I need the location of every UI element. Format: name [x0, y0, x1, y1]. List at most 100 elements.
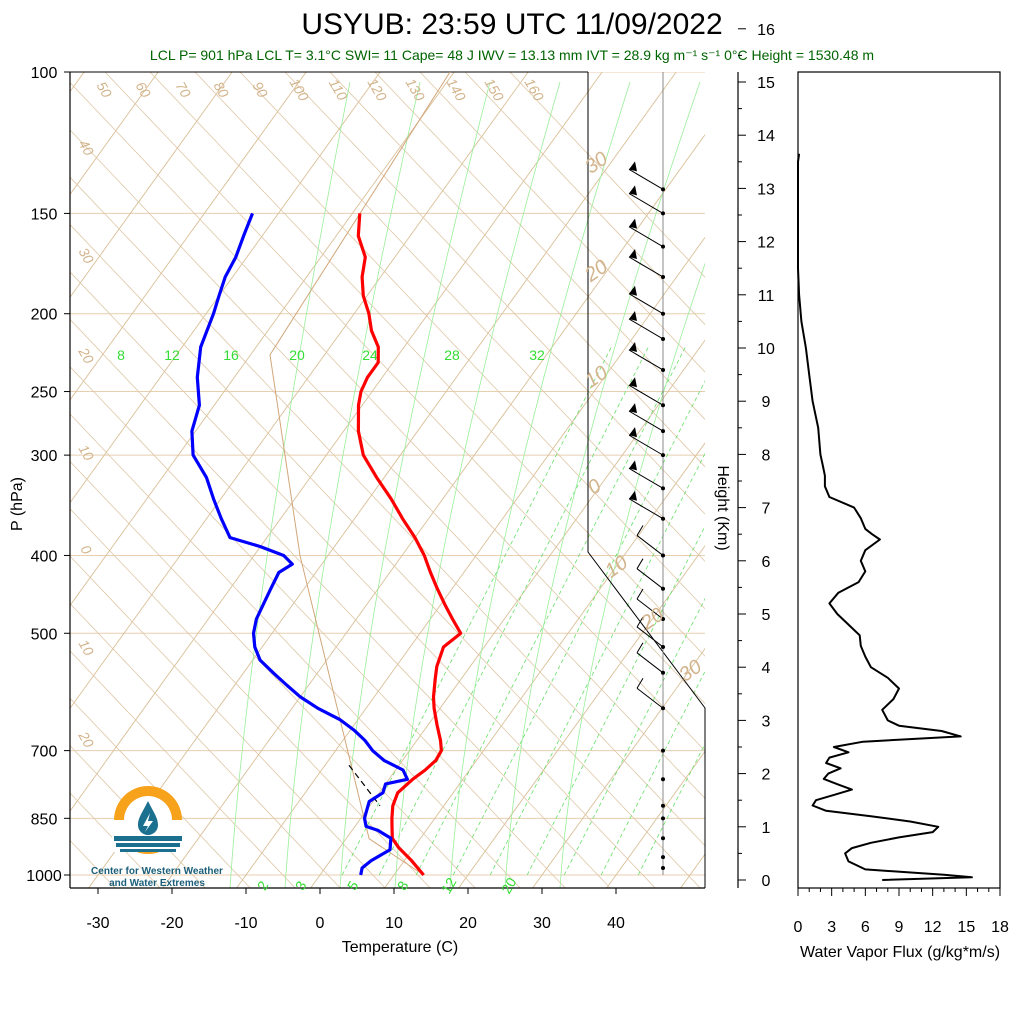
height-tick-label: 11 [758, 288, 775, 305]
dry-adiabat-label: 10 [581, 362, 612, 393]
mixing-ratio-line [415, 346, 686, 876]
dry-adiabat-line [419, 72, 705, 373]
dry-adiabat-line [284, 72, 705, 515]
y-tick-label: 1000 [26, 868, 62, 885]
height-tick-label: 13 [757, 181, 775, 198]
dry-adiabat-line [70, 318, 611, 888]
height-tick-label: 16 [757, 22, 775, 39]
height-tick-label: 5 [762, 607, 771, 624]
y-axis-label: P (hPa) [9, 477, 26, 531]
mixing-ratio-label: 3 [292, 878, 310, 893]
wind-barb-staff [636, 598, 664, 620]
mixing-ratio-label: 2 [254, 878, 272, 893]
wind-barb-staff [628, 434, 664, 456]
height-tick-label: 10 [757, 341, 775, 358]
isotherm-line [606, 750, 705, 888]
dry-adiabat-line [70, 271, 656, 888]
wind-barb-flag [629, 218, 637, 229]
isotherm-line [70, 72, 455, 607]
wind-level-dot [661, 855, 665, 860]
flux-x-tick-label: 9 [895, 919, 904, 936]
dry-adiabat-line [70, 224, 701, 888]
dry-adiabat-line [70, 413, 521, 888]
isotherm-label: 80 [211, 79, 233, 101]
wind-barb-staff [628, 467, 664, 489]
flux-x-tick-label: 15 [957, 919, 975, 936]
x-axis-label: Temperature (C) [342, 939, 458, 956]
height-tick-label: 7 [762, 501, 771, 518]
dewpoint-profile-line [190, 212, 409, 876]
wind-barb-staff [636, 535, 664, 556]
mixing-ratio-line [600, 670, 705, 876]
wind-barb-feather [636, 642, 644, 654]
isotherm-line [0, 54, 23, 892]
x-tick-label: -30 [86, 915, 109, 932]
mixing-ratio-label: 16 [223, 347, 239, 363]
wind-barb-feather [636, 588, 644, 600]
isotherm-line [310, 339, 705, 888]
dry-adiabat-label: 20 [580, 256, 612, 287]
dry-adiabat-line [149, 72, 705, 657]
isotherm-line [458, 545, 705, 888]
dry-adiabat-line [70, 602, 341, 888]
y-tick-label: 150 [31, 206, 58, 223]
x-tick-label: -10 [234, 915, 257, 932]
mixing-ratio-line [526, 525, 705, 876]
mixing-ratio-label: 28 [444, 347, 460, 363]
isotherm-label: 70 [173, 79, 195, 101]
isotherm-label: 160 [522, 75, 548, 103]
isotherm-label: 140 [444, 75, 470, 103]
wind-level-dot [661, 777, 665, 782]
height-tick-label: 15 [757, 75, 775, 92]
wind-barb-staff [628, 349, 664, 371]
isotherm-label: 130 [403, 75, 429, 103]
wind-barb-flag [629, 427, 637, 438]
isotherm-label: 30 [76, 245, 98, 267]
wind-barb-flag [629, 248, 637, 259]
height-tick-label: 12 [757, 235, 775, 252]
isotherm-line [752, 54, 1024, 892]
dry-adiabat-line [509, 72, 705, 278]
height-tick-label: 0 [762, 873, 771, 890]
height-tick-label: 1 [762, 820, 771, 837]
temperature-profile-line [356, 213, 463, 877]
wind-barb-flag [629, 403, 637, 414]
wind-barb-feather [636, 678, 644, 689]
wind-barb-staff [628, 293, 664, 315]
dry-adiabat-line [70, 555, 386, 888]
dry-adiabat-line [70, 81, 705, 752]
mixing-ratio-line [452, 380, 705, 876]
isotherm-line [236, 236, 705, 888]
moist-adiabat-line [559, 262, 705, 888]
isotherm-line [162, 133, 705, 888]
dry-adiabat-line [239, 72, 705, 563]
isotherm-label: 100 [287, 75, 313, 103]
wind-level-dot [661, 803, 665, 808]
wind-barb-flag [629, 341, 637, 352]
dry-adiabat-line [70, 745, 206, 888]
wind-barb-staff [628, 226, 664, 248]
dry-adiabat-line [70, 650, 296, 888]
mixing-ratio-label: 5 [344, 878, 362, 893]
mixing-ratio-label: 20 [289, 347, 305, 363]
x-tick-label: 40 [607, 915, 625, 932]
dry-adiabat-label: 30 [675, 656, 706, 687]
dry-adiabat-label: 0 [584, 475, 606, 499]
isotherm-label: 50 [94, 79, 116, 101]
logo-line-1: Center for Western Weather [91, 866, 223, 877]
dry-adiabat-line [374, 72, 705, 420]
water-vapor-flux-line [797, 153, 973, 881]
moist-adiabat-line [394, 81, 561, 888]
wind-barb-staff [628, 384, 664, 406]
wind-barb-flag [629, 490, 637, 501]
dry-adiabat-line [70, 366, 566, 888]
wind-barb-staff [636, 568, 664, 590]
wind-barb-flag [629, 185, 637, 196]
isotherm-line [384, 442, 705, 888]
wind-barb-staff [628, 256, 664, 278]
wind-barb-feather [636, 616, 644, 628]
wind-level-dot [661, 836, 665, 841]
moist-adiabat-line [284, 81, 421, 888]
skewt-background [0, 54, 1024, 892]
logo-line-2: and Water Extremes [109, 878, 205, 889]
